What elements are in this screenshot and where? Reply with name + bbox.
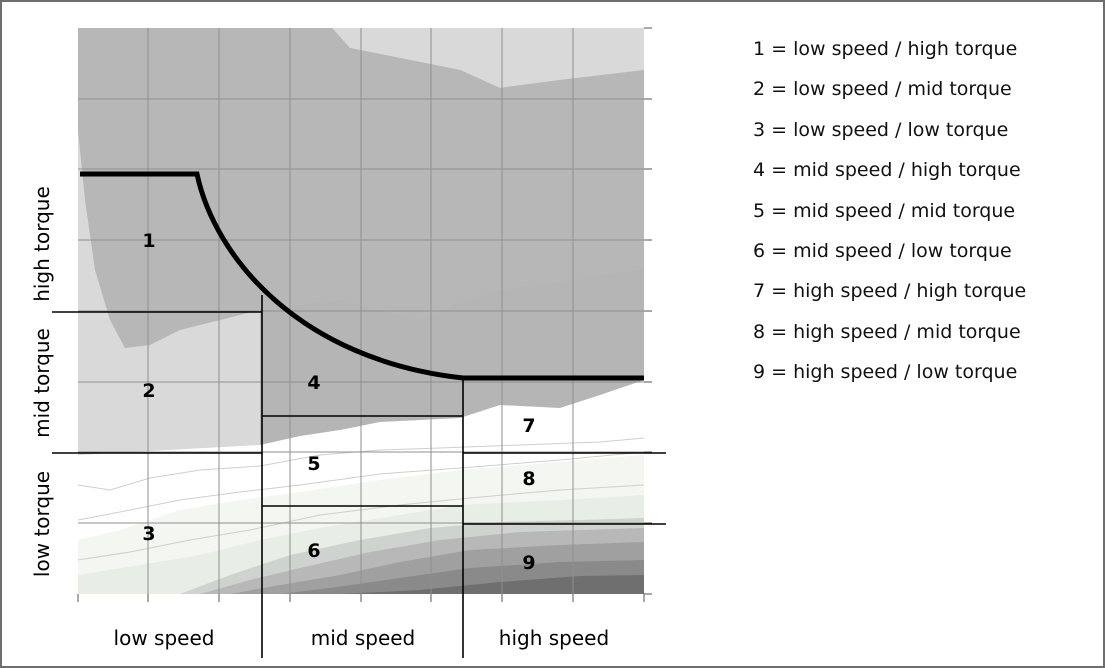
zone-label-9: 9 [522, 552, 535, 574]
legend-item-1: 1 = low speed / high torque [753, 38, 1018, 60]
zone-boundaries [52, 295, 666, 658]
y-band-high-torque: high torque [30, 186, 54, 302]
legend-item-7: 7 = high speed / high torque [753, 280, 1027, 303]
legend-item-9: 9 = high speed / low torque [753, 361, 1018, 384]
x-band-low-speed: low speed [114, 626, 215, 650]
y-band-labels: low torque mid torque high torque [30, 186, 54, 577]
zone-label-1: 1 [142, 230, 155, 252]
legend-item-5: 5 = mid speed / mid torque [753, 199, 1016, 222]
band-darkest [340, 575, 644, 594]
x-band-high-speed: high speed [499, 626, 609, 650]
region-low-speed-pale [78, 130, 260, 455]
legend-item-2: 2 = low speed / mid torque [753, 78, 1012, 101]
region-mid-band [260, 270, 644, 445]
zone-label-3: 3 [142, 523, 155, 545]
legend-item-3: 3 = low speed / low torque [753, 118, 1009, 141]
axis-ticks [77, 27, 652, 602]
zone-label-4: 4 [307, 372, 320, 394]
y-band-mid-torque: mid torque [30, 328, 54, 438]
faint-contours [77, 437, 645, 561]
zone-label-6: 6 [307, 540, 320, 562]
legend-item-8: 8 = high speed / mid torque [753, 320, 1021, 343]
zone-label-5: 5 [307, 453, 320, 475]
x-band-labels: low speed mid speed high speed [114, 626, 610, 650]
zone-labels: 1 2 3 4 5 6 7 8 9 [142, 230, 535, 574]
zone-label-7: 7 [522, 415, 535, 437]
legend-item-6: 6 = mid speed / low torque [753, 239, 1012, 262]
max-torque-curve [80, 171, 644, 381]
y-band-low-torque: low torque [30, 471, 54, 577]
legend-item-4: 4 = mid speed / high torque [753, 159, 1021, 182]
zone-legend: 1 = low speed / high torque 2 = low spee… [753, 36, 1026, 400]
zone-label-2: 2 [142, 380, 155, 402]
x-band-mid-speed: mid speed [311, 626, 416, 650]
zone-label-8: 8 [522, 468, 535, 490]
